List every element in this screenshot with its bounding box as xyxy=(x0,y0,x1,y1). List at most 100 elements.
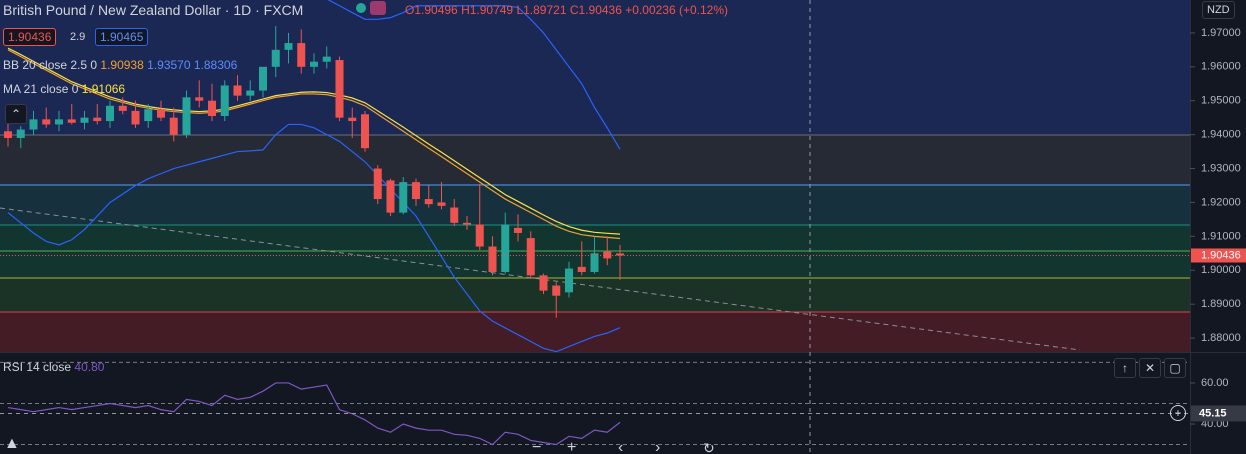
candle-body xyxy=(259,66,267,91)
candle-body xyxy=(616,253,624,256)
flag-icon[interactable] xyxy=(370,1,386,15)
bb-legend[interactable]: BB 20 close 2.5 0 1.90938 1.93570 1.8830… xyxy=(3,57,237,73)
open: O1.90496 xyxy=(405,3,458,17)
zoom-out[interactable]: − xyxy=(532,439,542,454)
candle-body xyxy=(424,199,433,205)
candle-body xyxy=(182,97,191,135)
candle-body xyxy=(565,268,573,293)
candle-body xyxy=(552,285,561,296)
crosshair-tag xyxy=(1191,405,1246,422)
currency-button[interactable]: NZD xyxy=(1202,1,1235,19)
candle-body xyxy=(463,222,471,225)
candle-body xyxy=(539,275,548,291)
candle-body xyxy=(399,182,408,213)
candle-body xyxy=(284,43,293,50)
bb-upper xyxy=(327,0,621,150)
candle-body xyxy=(220,85,229,116)
candle-body xyxy=(169,117,178,135)
maximize-button[interactable]: ▢ xyxy=(1164,358,1186,378)
rsi-value: 40.80 xyxy=(74,360,105,374)
candle-body xyxy=(361,114,369,149)
candle-body xyxy=(373,168,382,200)
spread: 2.9 xyxy=(70,31,86,43)
y-tick-label: 1.92000 xyxy=(1201,196,1241,208)
y-tick-label: 1.95000 xyxy=(1201,95,1241,107)
candle-body xyxy=(437,202,446,206)
candle-body xyxy=(16,129,25,139)
candle-body xyxy=(42,119,51,125)
zone xyxy=(0,0,1190,135)
candle-body xyxy=(271,49,280,67)
ma-line xyxy=(7,47,621,235)
ma-legend[interactable]: MA 21 close 0 1.91066 xyxy=(3,81,125,97)
y-tick-label: 1.94000 xyxy=(1201,129,1241,141)
y-tick-label: 60.00 xyxy=(1201,377,1229,389)
ma-value: 1.91066 xyxy=(81,82,126,96)
zone xyxy=(0,278,1190,312)
ohlc: O1.90496 H1.90749 L1.89721 C1.90436 +0.0… xyxy=(405,2,728,18)
bb-basis xyxy=(7,49,621,240)
last-price-label: 1.90436 xyxy=(1201,249,1241,261)
candle-body xyxy=(29,119,38,130)
y-tick-label: 1.97000 xyxy=(1201,27,1241,39)
symbol-title: British Pound / New Zealand Dollar · 1D … xyxy=(3,2,304,18)
candle-body xyxy=(297,43,306,67)
zoom-in[interactable]: + xyxy=(567,439,577,454)
candle-body xyxy=(4,131,12,139)
rsi-line xyxy=(7,382,621,446)
scroll-right[interactable]: › xyxy=(655,439,661,454)
y-tick-label: 1.91000 xyxy=(1201,230,1241,242)
candle-body xyxy=(106,105,114,122)
change: +0.00236 (+0.12%) xyxy=(625,3,728,17)
candle-body xyxy=(526,238,535,276)
rsi-name: RSI 14 close xyxy=(3,360,72,374)
y-tick-label: 1.96000 xyxy=(1201,61,1241,73)
candle-body xyxy=(93,117,102,122)
candle-body xyxy=(157,109,165,118)
buy-price[interactable]: 1.90465 xyxy=(95,28,149,46)
candle-body xyxy=(412,182,420,200)
candle-body xyxy=(348,117,357,122)
bb-name: BB 20 close 2.5 0 xyxy=(3,58,98,72)
candle-body xyxy=(118,105,127,111)
scroll-left[interactable]: ‹ xyxy=(618,439,624,454)
bb-lower: 1.88306 xyxy=(193,58,238,72)
zone xyxy=(0,185,1190,225)
add-button[interactable]: + xyxy=(1170,405,1186,421)
candle-body xyxy=(603,251,612,259)
ma-name: MA 21 close 0 xyxy=(3,82,79,96)
candle-body xyxy=(386,180,395,213)
candle-body xyxy=(55,119,63,125)
candle-body xyxy=(80,117,89,123)
move-up-button[interactable]: ↑ xyxy=(1114,358,1136,378)
high: H1.90749 xyxy=(461,3,514,17)
bb-lower xyxy=(7,123,621,352)
candle-body xyxy=(195,97,204,101)
candle-body xyxy=(514,227,522,233)
y-tick-label: 1.89000 xyxy=(1201,298,1241,310)
candle-body xyxy=(475,224,484,247)
reset[interactable]: ↻ xyxy=(703,440,715,454)
bb-basis: 1.90938 xyxy=(100,58,144,72)
y-tick-label: 1.93000 xyxy=(1201,162,1241,174)
close-pane-button[interactable]: ✕ xyxy=(1139,358,1161,378)
candle-body xyxy=(233,85,242,96)
candle-body xyxy=(322,56,331,62)
candle-body xyxy=(144,109,153,122)
low: L1.89721 xyxy=(516,3,567,17)
rsi-legend[interactable]: RSI 14 close 40.80 xyxy=(3,359,104,375)
candle-body xyxy=(335,60,344,118)
candle-body xyxy=(590,253,599,272)
collapse-button[interactable]: ⌃ xyxy=(5,104,27,124)
logo[interactable]: ▲ xyxy=(4,435,20,452)
crosshair-label: 45.15 xyxy=(1199,407,1227,419)
candle-body xyxy=(501,224,510,272)
candle-body xyxy=(208,100,216,116)
candle-body xyxy=(577,266,586,272)
zone xyxy=(0,312,1190,352)
sell-price[interactable]: 1.90436 xyxy=(3,28,57,46)
close: C1.90436 xyxy=(569,3,622,17)
candle-body xyxy=(246,90,255,96)
